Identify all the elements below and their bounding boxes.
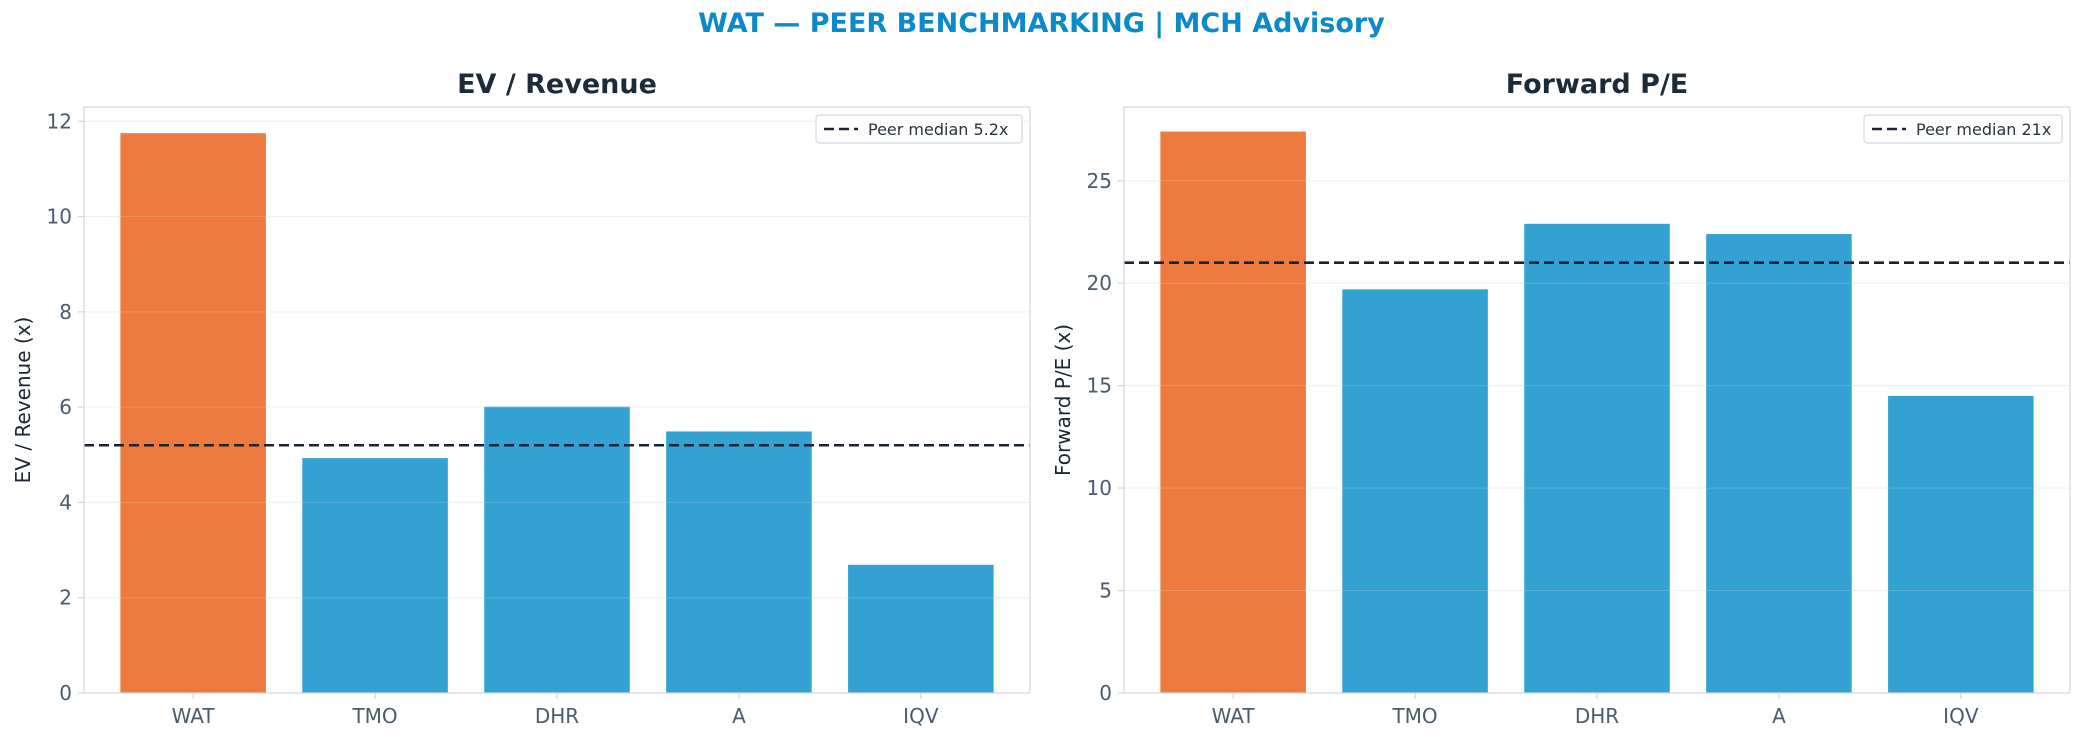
bar-tmo	[1342, 289, 1488, 693]
x-tick-label: DHR	[535, 704, 579, 728]
y-axis-label: Forward P/E (x)	[1051, 324, 1075, 476]
bar-tmo	[302, 458, 448, 693]
y-tick-label: 10	[1087, 476, 1112, 500]
chart-panel-1: 0 2 4 6 8 10 12 WAT TMO DHR A IQV EV / Revenue EV / R…	[11, 69, 1031, 728]
x-tick-label: A	[732, 704, 746, 728]
figure-title: WAT — PEER BENCHMARKING | MCH Advisory	[698, 8, 1385, 39]
legend-label: Peer median 21x	[1916, 120, 2051, 139]
bar-dhr	[1524, 223, 1670, 693]
chart-panel-2: 0 5 10 15 20 25 WAT TMO DHR A IQV Forward P/E Forwar…	[1051, 69, 2071, 728]
bar-a	[1706, 234, 1852, 693]
bar-a	[666, 431, 812, 693]
bar-iqv	[1888, 395, 2034, 693]
x-tick-label: TMO	[1391, 704, 1437, 728]
bar-iqv	[848, 564, 994, 693]
y-axis-label: EV / Revenue (x)	[11, 317, 35, 484]
chart-title: Forward P/E	[1506, 69, 1689, 100]
y-tick-label: 25	[1087, 169, 1112, 193]
y-tick-label: 20	[1087, 271, 1112, 295]
x-tick-label: WAT	[172, 704, 216, 728]
y-tick-label: 6	[59, 395, 72, 419]
y-tick-label: 2	[59, 586, 72, 610]
y-tick-label: 5	[1099, 579, 1112, 603]
chart-title: EV / Revenue	[457, 69, 657, 100]
y-tick-label: 15	[1087, 374, 1112, 398]
x-tick-label: A	[1772, 704, 1786, 728]
y-tick-label: 4	[59, 490, 72, 514]
y-tick-label: 0	[59, 681, 72, 705]
legend-box	[1863, 114, 2063, 144]
x-tick-label: IQV	[903, 704, 939, 728]
bar-wat	[120, 133, 266, 693]
x-tick-label: WAT	[1212, 704, 1256, 728]
legend-label: Peer median 5.2x	[868, 120, 1008, 139]
y-tick-label: 0	[1099, 681, 1112, 705]
legend-box	[815, 114, 1023, 144]
x-tick-label: IQV	[1943, 704, 1979, 728]
x-tick-label: TMO	[351, 704, 397, 728]
y-tick-label: 12	[47, 109, 72, 133]
x-tick-label: DHR	[1575, 704, 1619, 728]
y-tick-label: 8	[59, 300, 72, 324]
bar-wat	[1160, 131, 1306, 694]
bar-dhr	[484, 406, 630, 693]
y-tick-label: 10	[47, 205, 72, 229]
